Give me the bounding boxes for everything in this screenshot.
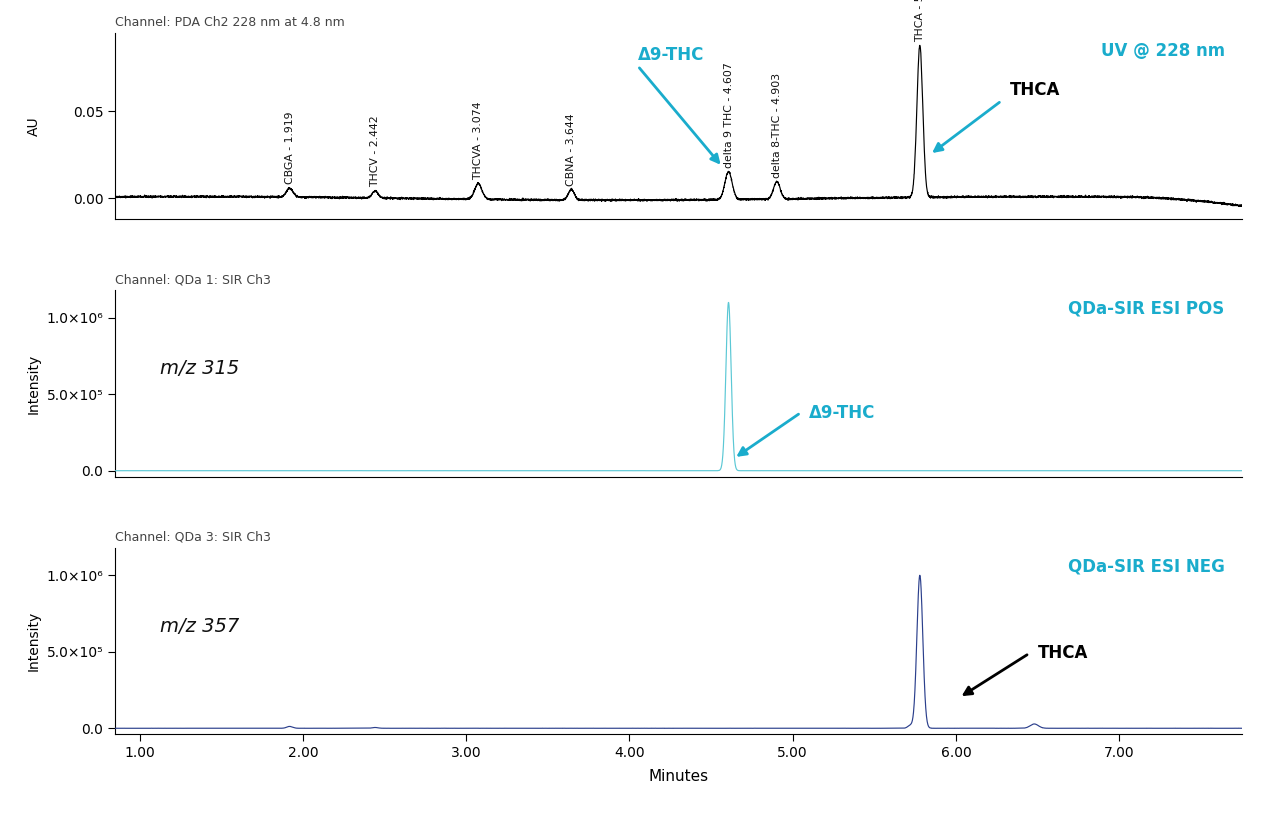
Text: Δ9-THC: Δ9-THC bbox=[637, 46, 704, 64]
Text: QDa-SIR ESI NEG: QDa-SIR ESI NEG bbox=[1068, 557, 1225, 575]
Text: THCA: THCA bbox=[1010, 81, 1060, 99]
Text: THCVA - 3.074: THCVA - 3.074 bbox=[474, 101, 484, 180]
Text: delta 8-THC - 4.903: delta 8-THC - 4.903 bbox=[772, 73, 782, 179]
Text: m/z 315: m/z 315 bbox=[160, 359, 239, 378]
Text: THCV - 2.442: THCV - 2.442 bbox=[370, 115, 380, 187]
Text: QDa-SIR ESI POS: QDa-SIR ESI POS bbox=[1069, 299, 1225, 317]
Y-axis label: AU: AU bbox=[27, 116, 41, 135]
Text: m/z 357: m/z 357 bbox=[160, 617, 239, 636]
Text: THCA - 5.779: THCA - 5.779 bbox=[915, 0, 925, 42]
Y-axis label: Intensity: Intensity bbox=[27, 611, 41, 672]
Text: CBGA - 1.919: CBGA - 1.919 bbox=[284, 112, 294, 184]
Text: Channel: QDa 1: SIR Ch3: Channel: QDa 1: SIR Ch3 bbox=[115, 273, 271, 286]
Text: THCA: THCA bbox=[1038, 645, 1088, 663]
Text: Channel: QDa 3: SIR Ch3: Channel: QDa 3: SIR Ch3 bbox=[115, 531, 271, 543]
Text: Channel: PDA Ch2 228 nm at 4.8 nm: Channel: PDA Ch2 228 nm at 4.8 nm bbox=[115, 16, 344, 29]
Text: Δ9-THC: Δ9-THC bbox=[809, 404, 876, 422]
Text: UV @ 228 nm: UV @ 228 nm bbox=[1101, 42, 1225, 60]
X-axis label: Minutes: Minutes bbox=[649, 769, 708, 783]
Text: delta 9 THC - 4.607: delta 9 THC - 4.607 bbox=[723, 62, 733, 168]
Y-axis label: Intensity: Intensity bbox=[27, 353, 41, 414]
Text: CBNA - 3.644: CBNA - 3.644 bbox=[566, 113, 576, 185]
